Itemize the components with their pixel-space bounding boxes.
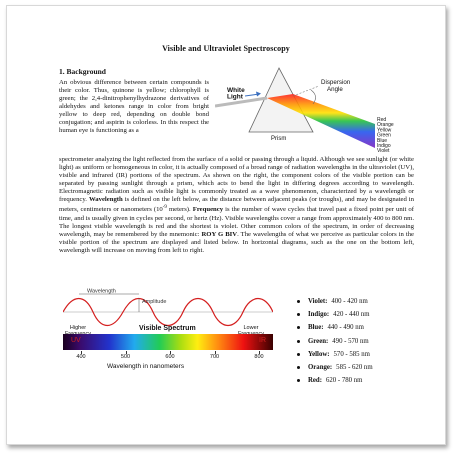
higher-frequency-line1: Higher	[69, 325, 87, 331]
intro-paragraph: An obvious difference between certain co…	[59, 79, 209, 135]
bullet-icon	[297, 326, 300, 330]
axis-tick-mark	[259, 351, 260, 354]
dispersion-angle-label: Dispersion Angle	[321, 79, 352, 93]
page-title: Visible and Ultraviolet Spectroscopy	[162, 44, 290, 53]
bullet-icon	[297, 366, 300, 370]
color-range-value: 400 - 420 nm	[331, 298, 368, 306]
bullet-icon	[297, 313, 300, 317]
prism-color-label-red: Red	[377, 117, 386, 123]
axis-tick-label: 700	[209, 354, 220, 360]
prism-color-label-green: Green	[377, 133, 391, 139]
term-wavelength: Wavelength	[88, 196, 123, 204]
sine-wave	[63, 297, 273, 327]
prism-color-label-violet: Violet	[377, 148, 390, 154]
color-name: Indigo:	[308, 311, 330, 319]
prism-color-label-blue: Blue	[377, 138, 387, 144]
white-light-beam	[215, 96, 268, 108]
color-range-item: Yellow: 570 - 585 nm	[297, 348, 417, 361]
axis-tick-mark	[170, 351, 171, 354]
color-range-value: 585 - 620 nm	[336, 364, 373, 372]
axis-tick-mark	[214, 351, 216, 354]
document-page: Visible and Ultraviolet Spectroscopy 1. …	[6, 5, 446, 445]
body-paragraph: spectrometer analyzing the light reflect…	[59, 156, 414, 255]
color-range-item: Orange: 585 - 620 nm	[297, 361, 417, 374]
color-range-value: 440 - 490 nm	[327, 324, 364, 332]
axis-tick-label: 800	[254, 354, 264, 360]
body-part2: is defined on the left below, as the dis…	[59, 196, 415, 214]
white-light-arrowhead	[256, 91, 261, 97]
spectrum-axis-ticks: 400 500 600 700 800	[63, 351, 273, 364]
section-heading: 1. Background	[59, 67, 106, 76]
axis-title: Wavelength in nanometers	[107, 363, 185, 370]
axis-tick-label: 600	[165, 354, 175, 360]
axis-tick-mark	[125, 351, 127, 354]
ir-label: IR	[259, 337, 266, 344]
axis-tick-label: 400	[76, 354, 86, 360]
sine-wave-diagram: Wavelength Amplitude	[63, 289, 273, 327]
color-range-value: 570 - 585 nm	[333, 350, 370, 358]
dispersed-light-fan	[267, 94, 375, 148]
dispersion-angle-arc	[310, 89, 316, 105]
axis-tick-mark	[81, 351, 82, 354]
normal-line	[292, 85, 320, 97]
prism-color-label-indigo: Indigo	[377, 143, 391, 149]
dispersion-label-line2: Angle	[327, 86, 343, 93]
prism-color-label-yellow: Yellow	[377, 127, 392, 133]
color-name: Red:	[308, 377, 322, 385]
white-light-label-line2: Light	[227, 94, 244, 101]
axis-tick-label: 500	[120, 354, 131, 360]
body-part1: spectrometer analyzing the light reflect…	[59, 156, 414, 204]
white-light-label: White Light	[227, 87, 247, 101]
mnemonic: ROY G BIV	[201, 230, 238, 238]
color-range-item: Red: 620 - 780 nm	[297, 374, 417, 387]
color-name: Orange:	[308, 364, 333, 372]
color-range-item: Indigo: 420 - 440 nm	[297, 308, 417, 321]
color-range-item: Green: 490 - 570 nm	[297, 335, 417, 348]
body-sup: -9	[162, 205, 167, 211]
color-range-item: Blue: 440 - 490 nm	[297, 321, 417, 334]
uv-label: UV	[71, 337, 81, 344]
lower-frequency-line1: Lower	[243, 325, 259, 331]
wavelength-label: Wavelength	[87, 289, 116, 295]
bullet-icon	[297, 300, 300, 304]
amplitude-label: Amplitude	[142, 299, 166, 305]
color-name: Yellow:	[308, 350, 330, 358]
color-range-item: Violet: 400 - 420 nm	[297, 295, 417, 308]
prism-figure: White Light Dispersion Angle Prism RedOr…	[215, 67, 394, 154]
body-part3: meters).	[166, 206, 193, 214]
visible-spectrum-bar	[63, 334, 273, 350]
term-frequency: Frequency	[192, 206, 224, 214]
body-part4: is the number of wave cycles that travel…	[59, 206, 414, 238]
prism-label: Prism	[271, 136, 286, 142]
color-range-list: Violet: 400 - 420 nm Indigo: 420 - 440 nm Bl…	[297, 295, 417, 387]
color-range-value: 490 - 570 nm	[332, 337, 369, 345]
color-name: Violet:	[308, 298, 328, 306]
body-part5: . The wavelengths of what we perceive as…	[59, 230, 415, 254]
white-light-label-line1: White	[227, 87, 245, 94]
bullet-icon	[297, 352, 300, 356]
dispersion-label-line1: Dispersion	[321, 79, 351, 86]
color-range-value: 420 - 440 nm	[333, 311, 370, 319]
bullet-icon	[297, 379, 300, 383]
bullet-icon	[297, 339, 300, 343]
prism-color-label-orange: Orange	[377, 122, 394, 128]
color-name: Green:	[308, 337, 329, 345]
color-range-value: 620 - 780 nm	[325, 377, 363, 385]
wave-spectrum-figure: Wavelength Amplitude Higher Frequency Vi…	[63, 288, 273, 388]
color-name: Blue:	[308, 324, 324, 332]
spectrum-title: Visible Spectrum	[139, 325, 196, 332]
